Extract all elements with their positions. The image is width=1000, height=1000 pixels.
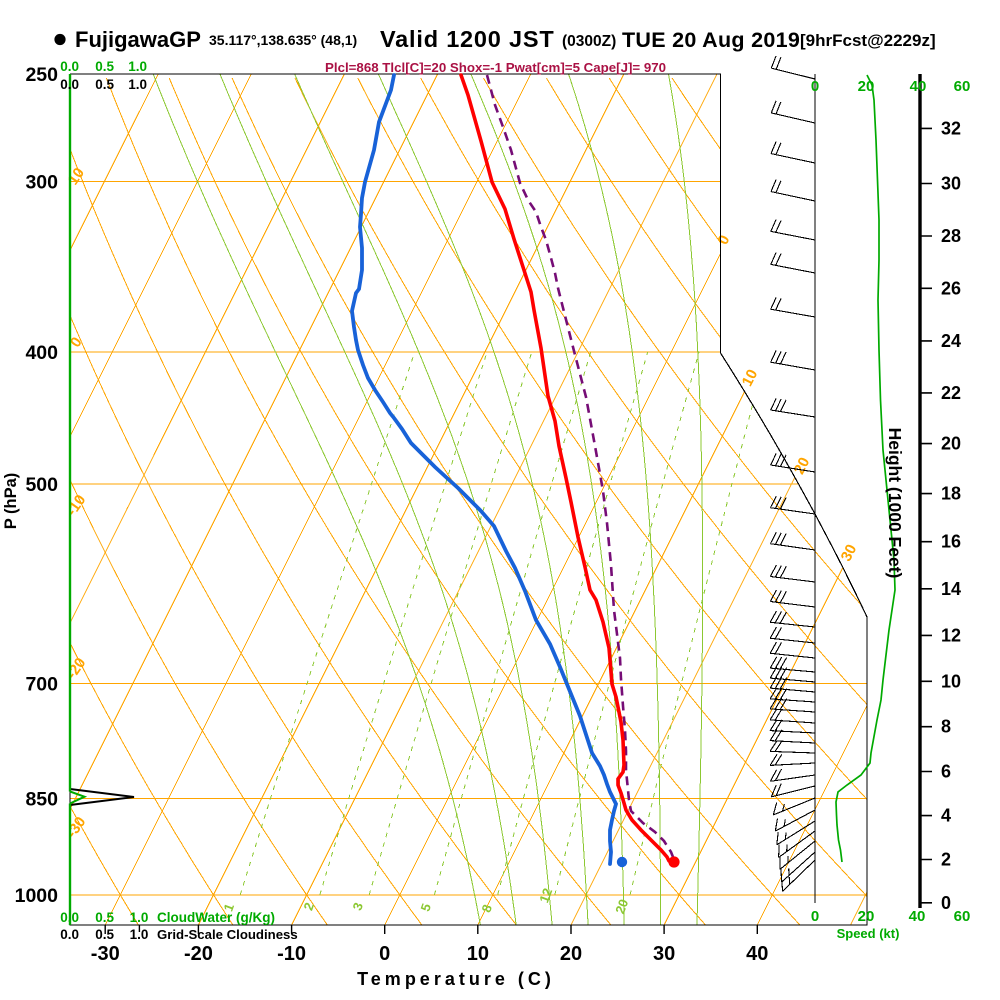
svg-text:24: 24 [941,331,961,351]
svg-text:10: 10 [739,367,762,390]
svg-text:18: 18 [941,484,961,504]
svg-text:0.0: 0.0 [60,927,79,942]
svg-text:28: 28 [941,226,961,246]
svg-text:1: 1 [220,901,237,913]
svg-text:1.0: 1.0 [130,927,149,942]
svg-text:400: 400 [25,342,58,364]
svg-text:32: 32 [941,118,961,138]
svg-text:-10: -10 [63,492,89,520]
svg-text:4: 4 [941,806,951,826]
svg-text:Speed (kt): Speed (kt) [837,926,900,941]
svg-text:20: 20 [560,943,582,965]
svg-text:Height (1000 Feet): Height (1000 Feet) [885,428,905,579]
svg-text:Grid-Scale Cloudiness: Grid-Scale Cloudiness [157,927,298,942]
svg-text:60: 60 [954,78,971,95]
svg-text:20: 20 [612,897,631,916]
svg-text:-30: -30 [63,814,89,842]
svg-text:700: 700 [25,673,58,695]
svg-text:20: 20 [858,78,875,95]
svg-text:12: 12 [536,886,555,905]
svg-text:40: 40 [909,908,926,925]
svg-text:8: 8 [478,902,495,914]
svg-text:-10: -10 [277,943,306,965]
svg-text:1.0: 1.0 [130,910,149,925]
svg-text:-20: -20 [63,655,89,683]
svg-text:6: 6 [941,762,951,782]
svg-text:250: 250 [25,64,58,86]
svg-text:16: 16 [941,532,961,552]
svg-text:0.5: 0.5 [95,77,114,92]
svg-text:30: 30 [838,542,861,565]
svg-text:14: 14 [941,579,961,599]
svg-text:0.5: 0.5 [95,910,114,925]
svg-text:0: 0 [379,943,390,965]
svg-text:2: 2 [941,850,951,870]
svg-text:-20: -20 [184,943,213,965]
svg-text:26: 26 [941,278,961,298]
svg-text:35.117°,138.635° (48,1): 35.117°,138.635° (48,1) [209,32,357,48]
svg-text:12: 12 [941,625,961,645]
svg-text:850: 850 [25,789,58,811]
svg-text:1.0: 1.0 [128,59,147,74]
svg-text:0: 0 [811,908,819,925]
svg-text:20: 20 [941,434,961,454]
svg-text:30: 30 [941,174,961,194]
svg-text:1000: 1000 [15,885,59,907]
svg-text:0.0: 0.0 [60,77,79,92]
svg-text:0: 0 [715,232,734,247]
svg-text:0.0: 0.0 [60,59,79,74]
svg-text:30: 30 [653,943,675,965]
svg-text:10: 10 [941,671,961,691]
svg-text:10: 10 [467,943,489,965]
svg-text:0.5: 0.5 [95,927,114,942]
svg-text:0: 0 [941,893,951,913]
svg-text:60: 60 [954,908,971,925]
svg-text:0.0: 0.0 [60,910,79,925]
svg-text:3: 3 [349,900,366,912]
svg-text:Temperature (C): Temperature (C) [357,969,555,989]
svg-text:0.5: 0.5 [95,59,114,74]
svg-text:22: 22 [941,383,961,403]
svg-text:FujigawaGP: FujigawaGP [75,27,201,52]
svg-text:[9hrFcst@2229z]: [9hrFcst@2229z] [800,31,936,50]
svg-text:TUE 20 Aug 2019: TUE 20 Aug 2019 [622,28,800,52]
svg-text:CloudWater (g/Kg): CloudWater (g/Kg) [157,910,275,925]
svg-text:P (hPa): P (hPa) [2,473,20,530]
svg-text:0: 0 [811,78,819,95]
svg-text:2: 2 [300,900,317,912]
svg-text:20: 20 [858,908,875,925]
svg-text:1.0: 1.0 [128,77,147,92]
svg-text:5: 5 [417,901,434,913]
svg-text:Valid 1200 JST: Valid 1200 JST [380,26,555,52]
svg-text:-30: -30 [91,943,120,965]
svg-text:300: 300 [25,171,58,193]
svg-text:500: 500 [25,474,58,496]
svg-text:8: 8 [941,717,951,737]
svg-text:40: 40 [910,78,927,95]
svg-text:40: 40 [746,943,768,965]
svg-text:(0300Z): (0300Z) [562,33,616,50]
svg-text:20: 20 [791,455,814,478]
svg-text:Plcl=868 Tlcl[C]=20 Shox=-1 Pw: Plcl=868 Tlcl[C]=20 Shox=-1 Pwat[cm]=5 C… [325,60,666,75]
